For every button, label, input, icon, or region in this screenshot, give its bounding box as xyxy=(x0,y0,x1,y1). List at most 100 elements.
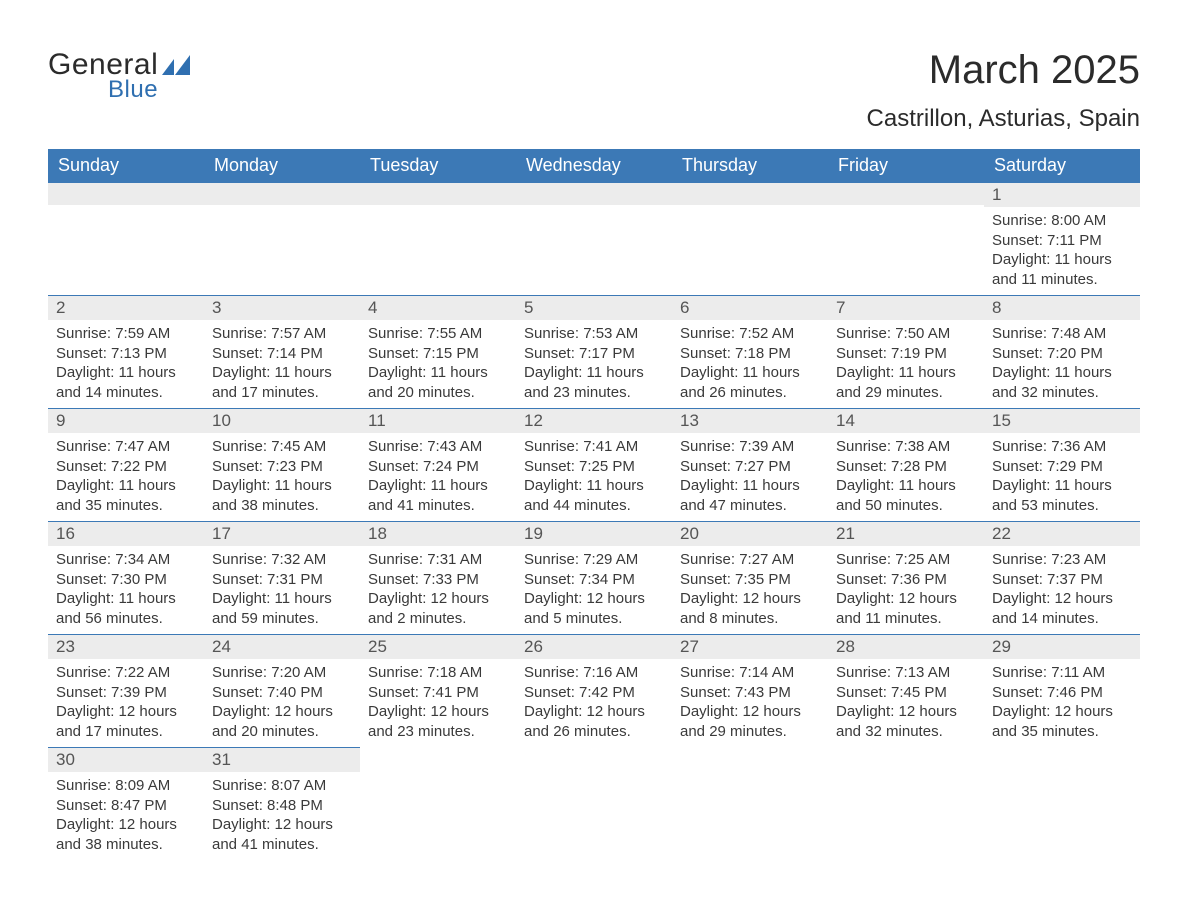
sunrise-text: Sunrise: 7:47 AM xyxy=(56,437,196,457)
sunset-text: Sunset: 7:20 PM xyxy=(992,344,1132,364)
day-content: Sunrise: 7:14 AMSunset: 7:43 PMDaylight:… xyxy=(672,659,828,747)
day-content: Sunrise: 7:45 AMSunset: 7:23 PMDaylight:… xyxy=(204,433,360,521)
day-number: 8 xyxy=(984,296,1140,320)
day-content: Sunrise: 7:23 AMSunset: 7:37 PMDaylight:… xyxy=(984,546,1140,634)
day-number xyxy=(204,183,360,205)
day-content: Sunrise: 7:52 AMSunset: 7:18 PMDaylight:… xyxy=(672,320,828,408)
calendar-cell: 17Sunrise: 7:32 AMSunset: 7:31 PMDayligh… xyxy=(204,522,360,635)
calendar-cell: 12Sunrise: 7:41 AMSunset: 7:25 PMDayligh… xyxy=(516,409,672,522)
day-content: Sunrise: 7:29 AMSunset: 7:34 PMDaylight:… xyxy=(516,546,672,634)
day-number: 18 xyxy=(360,522,516,546)
day-number: 21 xyxy=(828,522,984,546)
calendar-cell: 16Sunrise: 7:34 AMSunset: 7:30 PMDayligh… xyxy=(48,522,204,635)
day-content: Sunrise: 7:11 AMSunset: 7:46 PMDaylight:… xyxy=(984,659,1140,747)
sunrise-text: Sunrise: 8:07 AM xyxy=(212,776,352,796)
sunrise-text: Sunrise: 7:57 AM xyxy=(212,324,352,344)
sunrise-text: Sunrise: 7:13 AM xyxy=(836,663,976,683)
daylight-text: Daylight: 12 hours and 20 minutes. xyxy=(212,702,352,741)
day-number xyxy=(828,748,984,770)
calendar-cell xyxy=(672,748,828,861)
sunrise-text: Sunrise: 7:20 AM xyxy=(212,663,352,683)
daylight-text: Daylight: 11 hours and 14 minutes. xyxy=(56,363,196,402)
day-content: Sunrise: 8:00 AMSunset: 7:11 PMDaylight:… xyxy=(984,207,1140,295)
sunset-text: Sunset: 7:13 PM xyxy=(56,344,196,364)
day-content xyxy=(516,205,672,275)
sunset-text: Sunset: 7:37 PM xyxy=(992,570,1132,590)
sunset-text: Sunset: 7:18 PM xyxy=(680,344,820,364)
day-number: 17 xyxy=(204,522,360,546)
day-header: Thursday xyxy=(672,149,828,183)
calendar-cell xyxy=(516,748,672,861)
calendar-table: Sunday Monday Tuesday Wednesday Thursday… xyxy=(48,149,1140,860)
daylight-text: Daylight: 11 hours and 23 minutes. xyxy=(524,363,664,402)
day-content: Sunrise: 7:47 AMSunset: 7:22 PMDaylight:… xyxy=(48,433,204,521)
day-header: Saturday xyxy=(984,149,1140,183)
day-number: 4 xyxy=(360,296,516,320)
calendar-cell: 8Sunrise: 7:48 AMSunset: 7:20 PMDaylight… xyxy=(984,296,1140,409)
brand-logo: General Blue xyxy=(48,48,190,104)
calendar-cell: 18Sunrise: 7:31 AMSunset: 7:33 PMDayligh… xyxy=(360,522,516,635)
daylight-text: Daylight: 11 hours and 53 minutes. xyxy=(992,476,1132,515)
calendar-cell xyxy=(204,183,360,296)
month-title: March 2025 xyxy=(867,48,1140,93)
sunset-text: Sunset: 7:35 PM xyxy=(680,570,820,590)
day-number xyxy=(360,748,516,770)
calendar-cell: 30Sunrise: 8:09 AMSunset: 8:47 PMDayligh… xyxy=(48,748,204,861)
calendar-week-row: 1Sunrise: 8:00 AMSunset: 7:11 PMDaylight… xyxy=(48,183,1140,296)
daylight-text: Daylight: 12 hours and 26 minutes. xyxy=(524,702,664,741)
day-number: 9 xyxy=(48,409,204,433)
day-number: 25 xyxy=(360,635,516,659)
sunset-text: Sunset: 7:30 PM xyxy=(56,570,196,590)
daylight-text: Daylight: 12 hours and 8 minutes. xyxy=(680,589,820,628)
day-content: Sunrise: 7:43 AMSunset: 7:24 PMDaylight:… xyxy=(360,433,516,521)
calendar-cell: 9Sunrise: 7:47 AMSunset: 7:22 PMDaylight… xyxy=(48,409,204,522)
sunset-text: Sunset: 7:33 PM xyxy=(368,570,508,590)
sunrise-text: Sunrise: 8:09 AM xyxy=(56,776,196,796)
calendar-cell: 21Sunrise: 7:25 AMSunset: 7:36 PMDayligh… xyxy=(828,522,984,635)
day-number: 29 xyxy=(984,635,1140,659)
day-content xyxy=(672,770,828,840)
sunrise-text: Sunrise: 7:59 AM xyxy=(56,324,196,344)
daylight-text: Daylight: 12 hours and 11 minutes. xyxy=(836,589,976,628)
daylight-text: Daylight: 11 hours and 41 minutes. xyxy=(368,476,508,515)
sunset-text: Sunset: 7:36 PM xyxy=(836,570,976,590)
calendar-cell: 2Sunrise: 7:59 AMSunset: 7:13 PMDaylight… xyxy=(48,296,204,409)
day-header-row: Sunday Monday Tuesday Wednesday Thursday… xyxy=(48,149,1140,183)
day-number: 20 xyxy=(672,522,828,546)
sunset-text: Sunset: 7:46 PM xyxy=(992,683,1132,703)
sunset-text: Sunset: 7:39 PM xyxy=(56,683,196,703)
sunrise-text: Sunrise: 7:27 AM xyxy=(680,550,820,570)
day-content xyxy=(204,205,360,275)
daylight-text: Daylight: 12 hours and 17 minutes. xyxy=(56,702,196,741)
title-block: March 2025 Castrillon, Asturias, Spain xyxy=(867,48,1140,133)
day-content: Sunrise: 7:38 AMSunset: 7:28 PMDaylight:… xyxy=(828,433,984,521)
day-number: 12 xyxy=(516,409,672,433)
header: General Blue March 2025 Castrillon, Astu… xyxy=(48,48,1140,133)
day-number xyxy=(672,748,828,770)
calendar-cell: 10Sunrise: 7:45 AMSunset: 7:23 PMDayligh… xyxy=(204,409,360,522)
sunset-text: Sunset: 7:25 PM xyxy=(524,457,664,477)
sunset-text: Sunset: 7:23 PM xyxy=(212,457,352,477)
sunrise-text: Sunrise: 7:18 AM xyxy=(368,663,508,683)
calendar-cell: 23Sunrise: 7:22 AMSunset: 7:39 PMDayligh… xyxy=(48,635,204,748)
calendar-cell xyxy=(48,183,204,296)
sunset-text: Sunset: 7:34 PM xyxy=(524,570,664,590)
sunrise-text: Sunrise: 7:11 AM xyxy=(992,663,1132,683)
day-content xyxy=(360,205,516,275)
sunset-text: Sunset: 7:11 PM xyxy=(992,231,1132,251)
calendar-cell: 7Sunrise: 7:50 AMSunset: 7:19 PMDaylight… xyxy=(828,296,984,409)
daylight-text: Daylight: 11 hours and 47 minutes. xyxy=(680,476,820,515)
sunset-text: Sunset: 7:19 PM xyxy=(836,344,976,364)
day-content: Sunrise: 7:27 AMSunset: 7:35 PMDaylight:… xyxy=(672,546,828,634)
daylight-text: Daylight: 11 hours and 44 minutes. xyxy=(524,476,664,515)
daylight-text: Daylight: 11 hours and 11 minutes. xyxy=(992,250,1132,289)
location-title: Castrillon, Asturias, Spain xyxy=(867,105,1140,133)
day-content: Sunrise: 7:48 AMSunset: 7:20 PMDaylight:… xyxy=(984,320,1140,408)
day-content xyxy=(828,205,984,275)
day-content: Sunrise: 7:57 AMSunset: 7:14 PMDaylight:… xyxy=(204,320,360,408)
day-content xyxy=(984,770,1140,840)
calendar-week-row: 30Sunrise: 8:09 AMSunset: 8:47 PMDayligh… xyxy=(48,748,1140,861)
calendar-cell: 29Sunrise: 7:11 AMSunset: 7:46 PMDayligh… xyxy=(984,635,1140,748)
day-number xyxy=(360,183,516,205)
daylight-text: Daylight: 12 hours and 23 minutes. xyxy=(368,702,508,741)
